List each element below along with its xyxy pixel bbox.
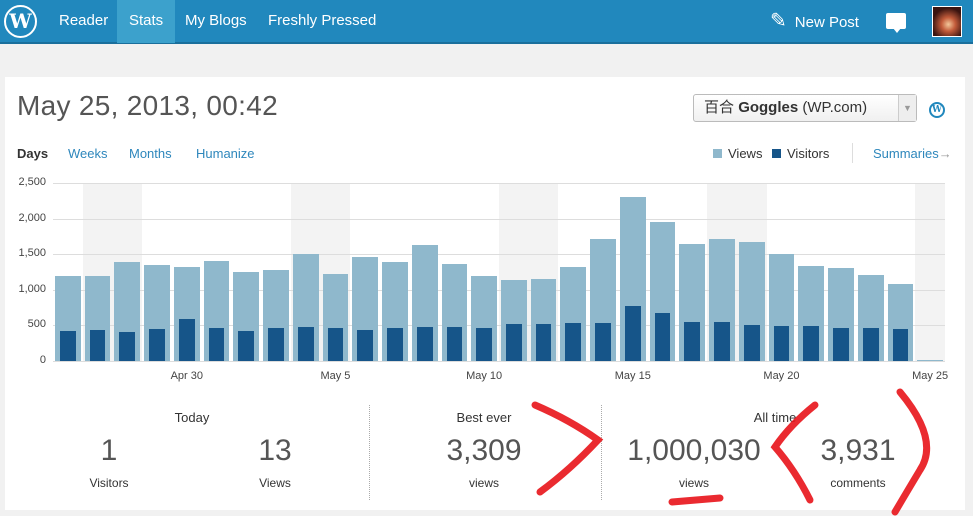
today-title: Today [174, 410, 210, 425]
gridline [53, 254, 945, 256]
x-tick-label: May 15 [614, 370, 651, 382]
divider [369, 405, 370, 500]
visitors-bar [208, 328, 225, 361]
today-visitors-label: Visitors [89, 476, 129, 490]
gridline [53, 218, 945, 220]
x-tick-label: May 10 [466, 370, 503, 382]
visitors-bar [149, 329, 165, 361]
visitors-bar [357, 330, 374, 361]
all-time-views-label: views [678, 476, 709, 490]
visitors-bar [654, 313, 671, 361]
views-chart: 0 500 1,000 1,500 2,000 2,500 Apr 30 May 5 May 1… [0, 170, 973, 390]
legend-views: Views [713, 146, 762, 161]
x-tick-label: May 5 [320, 370, 351, 382]
visitors-bar [506, 324, 522, 361]
visitors-bar [297, 327, 314, 361]
divider [852, 143, 853, 163]
today-views-label: Views [259, 476, 291, 490]
legend-visitors: Visitors [772, 146, 829, 161]
nav-freshly-pressed[interactable]: Freshly Pressed [268, 12, 377, 29]
all-time-views-value: 1,000,030 [627, 434, 761, 467]
x-tick-label: May 25 [912, 370, 949, 382]
y-tick-label: 500 [27, 318, 46, 331]
tab-humanize[interactable]: Humanize [196, 146, 255, 161]
gridline [53, 361, 945, 362]
weekend-band [915, 183, 945, 361]
tab-weeks[interactable]: Weeks [68, 146, 108, 161]
y-tick-label: 1,500 [18, 247, 46, 260]
visitors-bar [565, 323, 582, 361]
views-bar [917, 360, 943, 361]
top-bar: W Reader Stats My Blogs Freshly Pressed … [0, 0, 973, 44]
visitors-bar [833, 328, 849, 361]
blog-name: Goggles [738, 99, 799, 116]
visitors-bar [714, 322, 730, 361]
y-tick-label: 2,500 [18, 176, 46, 188]
best-ever-value: 3,309 [446, 434, 522, 467]
y-tick-label: 0 [39, 354, 46, 366]
visitors-bar [60, 331, 76, 361]
visitors-bar [178, 318, 195, 361]
visitors-bar [89, 330, 106, 361]
best-ever-title: Best ever [456, 410, 512, 425]
page-title: May 25, 2013, 00:42 [17, 90, 278, 121]
notifications-icon[interactable] [886, 13, 906, 33]
wordpress-logo-icon[interactable]: W [4, 5, 37, 38]
visitors-bar [773, 326, 790, 361]
wordpress-icon[interactable]: W [929, 102, 945, 118]
today-views-value: 13 [258, 434, 292, 467]
new-post-label: New Post [794, 14, 859, 31]
visitors-bar [624, 306, 641, 361]
gridline [53, 289, 945, 291]
visitors-bar [327, 328, 344, 361]
summaries-link[interactable]: Summaries→ [873, 146, 952, 161]
y-tick-label: 1,000 [18, 282, 46, 295]
nav-reader[interactable]: Reader [59, 12, 109, 29]
all-time-title: All time [753, 410, 797, 425]
visitors-bar [743, 325, 760, 361]
gridline [53, 183, 945, 184]
avatar[interactable] [932, 6, 962, 37]
visitors-bar [535, 324, 552, 361]
visitors-bar [892, 329, 909, 361]
tab-days[interactable]: Days [17, 146, 49, 161]
visitors-bar [238, 331, 255, 361]
chevron-down-icon: ▼ [898, 95, 916, 121]
visitors-bar [862, 328, 879, 361]
y-tick-label: 2,000 [18, 211, 46, 224]
all-time-comments-value: 3,931 [820, 434, 896, 467]
visitors-bar [803, 326, 820, 361]
best-ever-label: views [468, 476, 499, 490]
x-tick-label: Apr 30 [170, 370, 203, 382]
blog-select[interactable]: 百合 Goggles (WP.com) ▼ [693, 94, 917, 122]
visitors-bar [387, 328, 403, 361]
nav-my-blogs[interactable]: My Blogs [185, 12, 247, 29]
visitors-bar [268, 328, 284, 361]
visitors-bar [416, 327, 433, 361]
visitors-bar [446, 327, 463, 361]
tab-months[interactable]: Months [129, 146, 172, 161]
gridline [53, 325, 945, 327]
visitors-bar [476, 328, 492, 361]
new-post-button[interactable]: ✎ New Post [770, 0, 859, 43]
blog-suffix: (WP.com) [802, 99, 868, 116]
pencil-icon: ✎ [770, 10, 787, 32]
visitors-bar [119, 332, 136, 361]
blog-prefix: 百合 [704, 99, 735, 116]
x-tick-label: May 20 [763, 370, 800, 382]
visitors-bar [595, 323, 611, 361]
all-time-comments-label: comments [830, 476, 886, 490]
visitors-bar [684, 322, 701, 361]
today-visitors-value: 1 [100, 434, 118, 467]
nav-stats[interactable]: Stats [117, 0, 176, 43]
